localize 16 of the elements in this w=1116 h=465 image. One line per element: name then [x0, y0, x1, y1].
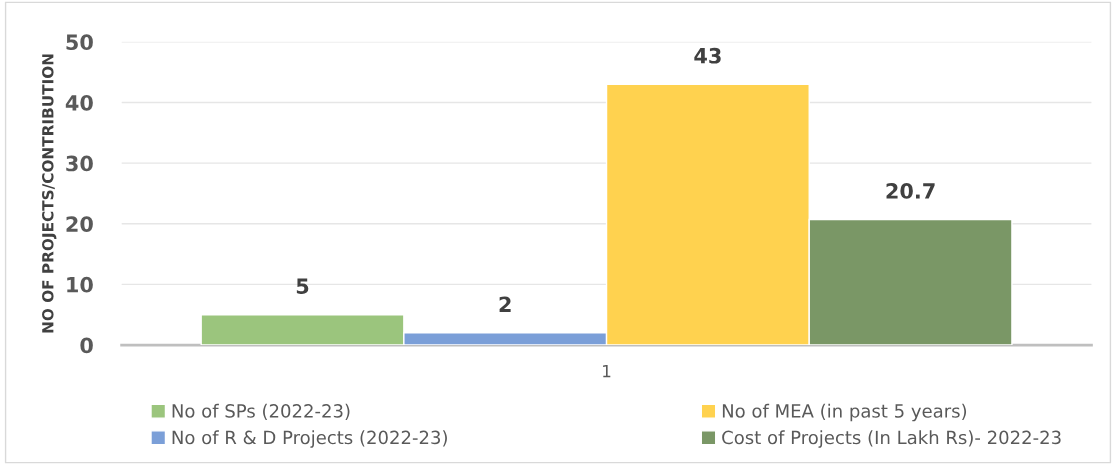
y-tick-label: 0	[80, 337, 93, 354]
x-tick-label: 1	[603, 364, 611, 378]
legend-label: No of SPs (2022-23)	[172, 403, 350, 420]
y-tick-label: 10	[67, 276, 93, 293]
y-axis-title: NO OF PROJECTS/CONTRIBUTION	[42, 54, 57, 333]
legend-label: No of MEA (in past 5 years)	[722, 403, 967, 422]
y-tick-label: 20	[66, 216, 93, 232]
data-label: 43	[694, 47, 721, 64]
data-label: 5	[296, 278, 309, 295]
legend-label: Cost of Projects (In Lakh Rs)- 2022-23	[722, 430, 1061, 448]
y-tick-label: 30	[66, 155, 93, 172]
data-label: 20.7	[886, 183, 935, 199]
y-tick-label: 50	[66, 34, 93, 51]
y-tick-label: 40	[65, 94, 93, 111]
data-label: 2	[499, 296, 511, 312]
legend-label: No of R & D Projects (2022-23)	[172, 430, 447, 448]
